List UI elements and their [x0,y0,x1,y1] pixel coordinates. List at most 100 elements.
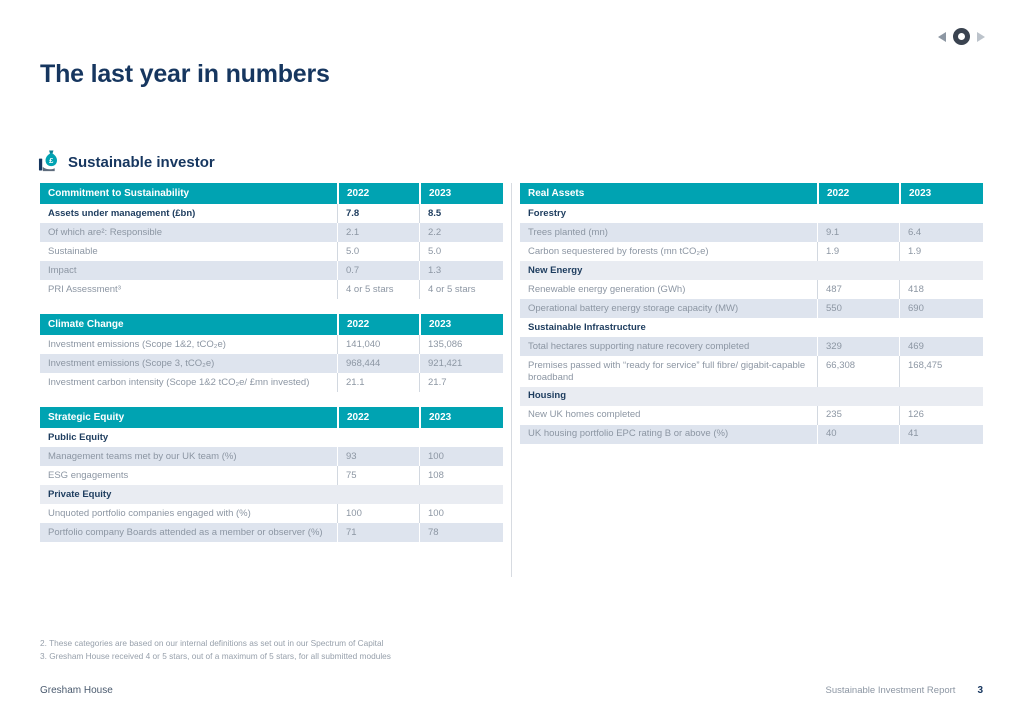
row-label: Investment emissions (Scope 1&2, tCO₂e) [48,338,226,350]
row-value-2022: 550 [817,299,899,318]
row-value-2023: 4 or 5 stars [419,280,503,299]
row-value-2022: 75 [337,466,419,485]
row-value-2023: 2.2 [419,223,503,242]
row-label: UK housing portfolio EPC rating B or abo… [528,428,729,439]
row-label: Investment emissions (Scope 3, tCO₂e) [48,357,215,369]
row-value-2022: 93 [337,447,419,466]
row-value-2023: 108 [419,466,503,485]
row-value-2022: 2.1 [337,223,419,242]
subheader-label: Sustainable Infrastructure [528,321,646,333]
row-value-2023: 469 [899,337,983,356]
row-value-2023: 21.7 [419,373,503,392]
table-title: Commitment to Sustainability [48,187,190,199]
footnote-3: 3. Gresham House received 4 or 5 stars, … [40,651,391,661]
page-navigation [938,28,985,45]
row-label: Of which are²: Responsible [48,226,163,238]
row-value-2023: 135,086 [419,335,503,354]
subheader-label: New Energy [528,264,583,276]
table-title: Climate Change [48,318,124,330]
row-value-2023: 1.3 [419,261,503,280]
table-subheader-row: Public Equity [40,428,503,447]
row-value-2022: 5.0 [337,242,419,261]
row-value-2022: 487 [817,280,899,299]
row-value-2022: 141,040 [337,335,419,354]
page-footer: Gresham House Sustainable Investment Rep… [40,685,983,696]
row-label: Unquoted portfolio companies engaged wit… [48,507,251,519]
row-label: Sustainable [48,245,98,257]
table-row: Unquoted portfolio companies engaged wit… [40,504,503,523]
row-value-2022: 21.1 [337,373,419,392]
table-row: PRI Assessment³ 4 or 5 stars 4 or 5 star… [40,280,503,299]
row-value-2022: 329 [817,337,899,356]
row-value-2023: 126 [899,405,983,425]
table-row: Total hectares supporting nature recover… [520,337,983,356]
table-row: Investment emissions (Scope 3, tCO₂e) 96… [40,354,503,373]
table-row: Investment carbon intensity (Scope 1&2 t… [40,373,503,392]
table-row: UK housing portfolio EPC rating B or abo… [520,424,983,444]
table-row: Impact 0.7 1.3 [40,261,503,280]
table-row: Renewable energy generation (GWh) 487 41… [520,280,983,299]
row-value-2022: 0.7 [337,261,419,280]
table-real-assets: Real Assets 2022 2023 Forestry Trees pla… [520,183,983,444]
ring-pager-icon[interactable] [953,28,970,45]
row-value-2023: 6.4 [899,223,983,242]
row-value-2023: 921,421 [419,354,503,373]
subheader-label: Public Equity [48,431,109,443]
column-header-2022: 2022 [337,407,419,428]
table-subheader-row: Housing [520,386,983,406]
row-value-2023: 690 [899,299,983,318]
svg-text:£: £ [49,156,54,165]
footnote-2: 2. These categories are based on our int… [40,638,384,648]
table-row: New UK homes completed 235 126 [520,405,983,425]
footer-right: Sustainable Investment Report 3 [826,685,983,696]
row-value-2023: 5.0 [419,242,503,261]
table-subheader-row: Forestry [520,204,983,223]
column-header-2022: 2022 [337,183,419,204]
table-header: Strategic Equity 2022 2023 [40,407,503,428]
table-header: Commitment to Sustainability 2022 2023 [40,183,503,204]
table-subheader-row: Private Equity [40,485,503,504]
footer-page-number: 3 [977,685,983,696]
subheader-label: Private Equity [48,488,112,500]
row-label: Impact [48,264,77,276]
table-row: ESG engagements 75 108 [40,466,503,485]
column-divider [511,183,512,577]
page-title: The last year in numbers [40,60,330,88]
row-label: Trees planted (mn) [528,226,608,238]
row-value-2023: 418 [899,280,983,299]
column-header-2022: 2022 [337,314,419,335]
table-row: Trees planted (mn) 9.1 6.4 [520,223,983,242]
row-value-2022: 66,308 [817,356,899,387]
row-value-2022: 4 or 5 stars [337,280,419,299]
table-row: Investment emissions (Scope 1&2, tCO₂e) … [40,335,503,354]
row-value-2022: 968,444 [337,354,419,373]
column-header-2022: 2022 [817,183,899,204]
row-label: Carbon sequestered by forests (mn tCO₂e) [528,245,709,257]
row-label: New UK homes completed [528,409,641,420]
next-page-icon[interactable] [977,31,985,42]
table-row: Carbon sequestered by forests (mn tCO₂e)… [520,242,983,261]
table-row: Management teams met by our UK team (%) … [40,447,503,466]
row-value-2023: 78 [419,523,503,542]
subheader-label: Housing [528,390,566,401]
column-header-2023: 2023 [419,407,503,428]
table-row: Sustainable 5.0 5.0 [40,242,503,261]
right-column: Real Assets 2022 2023 Forestry Trees pla… [520,183,983,444]
table-commitment-to-sustainability: Commitment to Sustainability 2022 2023 A… [40,183,503,299]
row-value-2022: 235 [817,405,899,425]
row-label: Investment carbon intensity (Scope 1&2 t… [48,376,310,388]
row-value-2023: 100 [419,504,503,523]
money-bag-icon: £ [38,148,59,177]
row-label: Premises passed with “ready for service”… [528,359,806,383]
row-value-2023: 8.5 [419,204,503,223]
section-title: Sustainable investor [68,154,215,171]
previous-page-icon[interactable] [938,31,946,42]
row-label: Assets under management (£bn) [48,207,196,219]
footer-report-title: Sustainable Investment Report [825,685,956,696]
row-label: Renewable energy generation (GWh) [528,283,686,295]
row-label: Portfolio company Boards attended as a m… [48,526,323,538]
table-title: Real Assets [528,187,585,199]
row-value-2023: 1.9 [899,242,983,261]
table-climate-change: Climate Change 2022 2023 Investment emis… [40,314,503,392]
